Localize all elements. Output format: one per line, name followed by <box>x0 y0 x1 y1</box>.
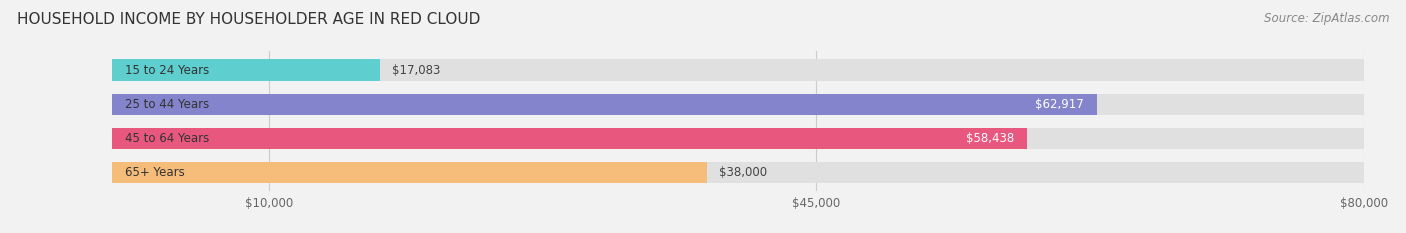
Bar <box>112 162 707 183</box>
Text: 15 to 24 Years: 15 to 24 Years <box>125 64 209 76</box>
Text: $58,438: $58,438 <box>966 132 1014 145</box>
Text: $17,083: $17,083 <box>392 64 440 76</box>
Bar <box>112 59 380 81</box>
Bar <box>112 93 1364 115</box>
Bar <box>112 162 1364 183</box>
Text: 65+ Years: 65+ Years <box>125 166 184 179</box>
Bar <box>112 128 1026 149</box>
Text: 25 to 44 Years: 25 to 44 Years <box>125 98 209 111</box>
Text: $62,917: $62,917 <box>1035 98 1084 111</box>
Bar <box>112 59 1364 81</box>
Text: 45 to 64 Years: 45 to 64 Years <box>125 132 209 145</box>
Text: $38,000: $38,000 <box>720 166 768 179</box>
Bar <box>112 93 1097 115</box>
Text: Source: ZipAtlas.com: Source: ZipAtlas.com <box>1264 12 1389 25</box>
Text: HOUSEHOLD INCOME BY HOUSEHOLDER AGE IN RED CLOUD: HOUSEHOLD INCOME BY HOUSEHOLDER AGE IN R… <box>17 12 481 27</box>
Bar <box>112 128 1364 149</box>
